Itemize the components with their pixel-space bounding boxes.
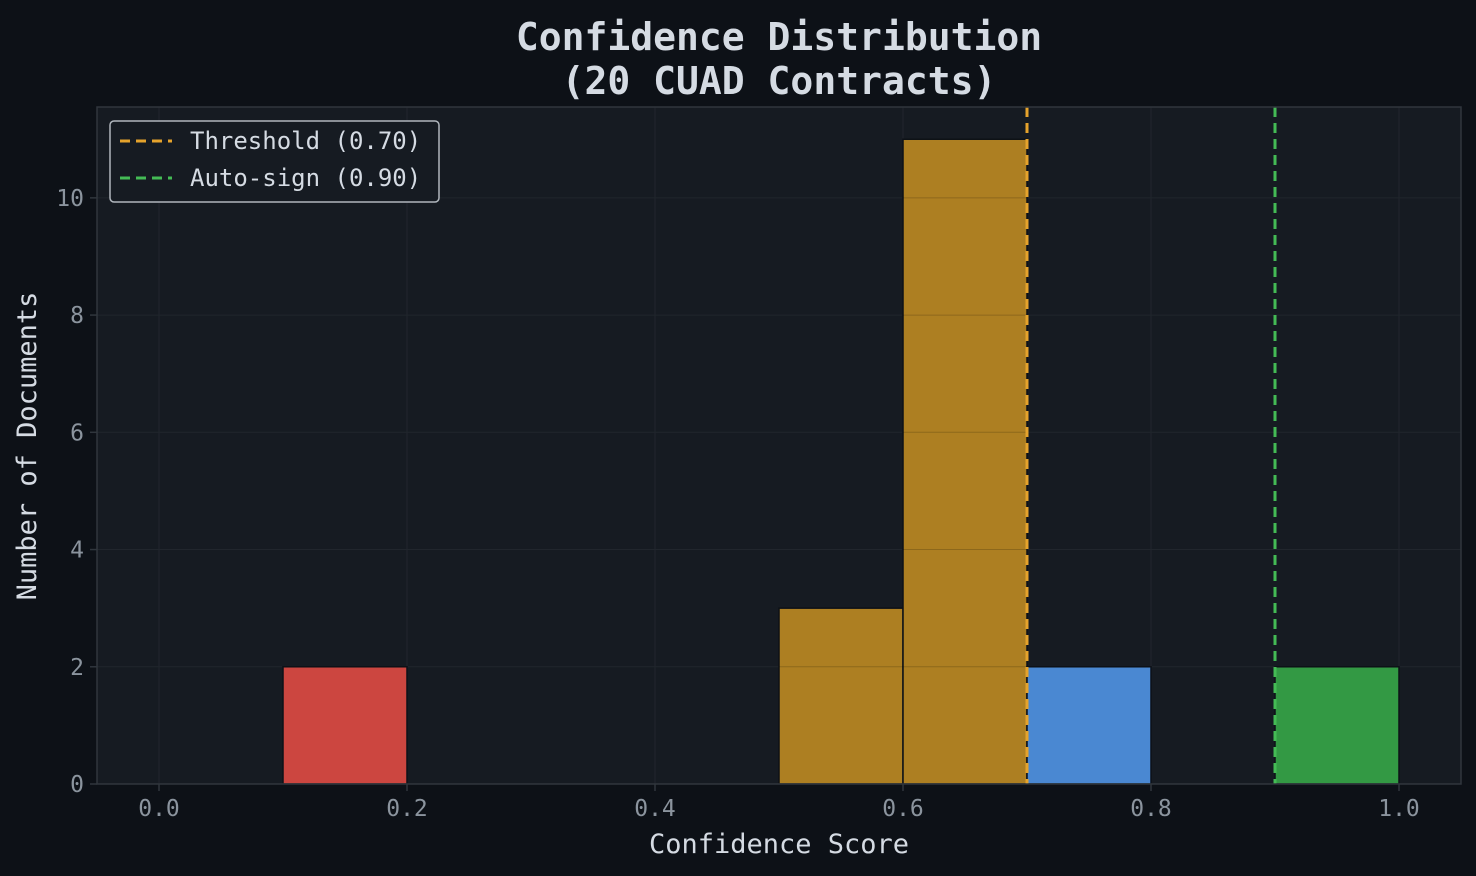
- histogram-bar-3: [1026, 666, 1152, 785]
- histogram-bar-0: [282, 666, 408, 785]
- x-tick-label-1: 0.2: [386, 796, 428, 822]
- x-tick-label-3: 0.6: [882, 796, 924, 822]
- x-tick-label-5: 1.0: [1378, 796, 1420, 822]
- histogram-bar-1: [778, 607, 904, 785]
- x-tick-label-4: 0.8: [1130, 796, 1172, 822]
- x-axis-ticks: 0.0 0.2 0.4 0.6 0.8 1.0: [138, 784, 1420, 822]
- histogram-bar-4: [1274, 666, 1400, 785]
- x-axis-label: Confidence Score: [649, 829, 909, 860]
- chart-title-line-2: (20 CUAD Contracts): [562, 59, 997, 103]
- y-tick-label-5: 10: [56, 186, 84, 212]
- y-tick-label-0: 0: [70, 772, 84, 798]
- histogram-bars: [282, 138, 1400, 785]
- y-tick-label-4: 8: [70, 303, 84, 329]
- x-tick-label-0: 0.0: [138, 796, 180, 822]
- plot-frame: [96, 106, 1462, 785]
- legend: Threshold (0.70) Auto-sign (0.90): [109, 120, 440, 203]
- legend-item-auto-sign: Auto-sign (0.90): [120, 164, 421, 192]
- y-tick-label-2: 4: [70, 538, 84, 564]
- legend-threshold-label: Threshold (0.70): [190, 127, 421, 155]
- y-tick-label-1: 2: [70, 655, 84, 681]
- reference-lines: [1025, 107, 1277, 784]
- chart-title-line-1: Confidence Distribution: [516, 15, 1042, 59]
- y-axis-label: Number of Documents: [12, 292, 43, 601]
- x-tick-label-2: 0.4: [634, 796, 676, 822]
- legend-auto-sign-label: Auto-sign (0.90): [190, 164, 421, 192]
- histogram-bar-2: [902, 138, 1028, 785]
- legend-item-threshold: Threshold (0.70): [120, 127, 421, 155]
- y-axis-ticks: 0 2 4 6 8 10: [56, 186, 97, 798]
- y-tick-label-3: 6: [70, 420, 84, 446]
- legend-box: [109, 120, 440, 203]
